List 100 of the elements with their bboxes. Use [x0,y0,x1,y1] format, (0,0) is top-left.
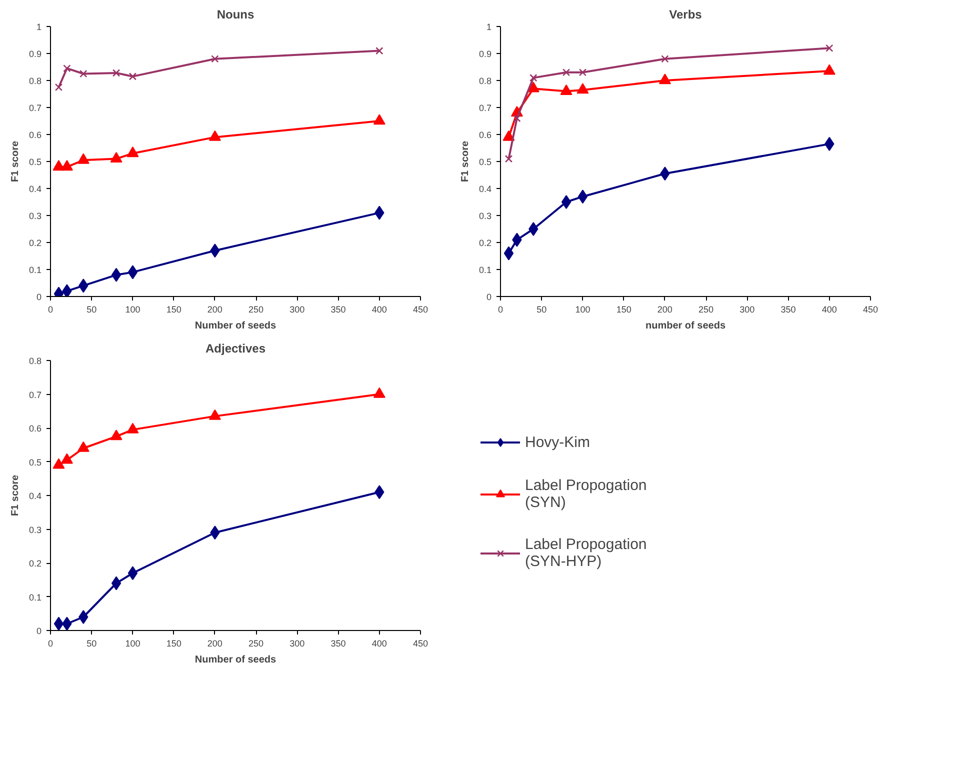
point [513,114,521,122]
y-tick-label: 0.4 [478,184,492,194]
point [504,154,513,163]
point [826,44,834,52]
x-tick-label: 250 [248,304,264,314]
x-tick-label: 0 [48,638,54,648]
point [560,84,572,95]
point [578,190,588,204]
point [62,284,72,296]
x-tick-label: 50 [86,638,97,648]
y-tick-label: 0.8 [28,76,42,86]
point [658,74,671,84]
y-tick-label: 0.2 [28,238,42,248]
point [576,83,589,94]
x-tick-label: 350 [780,304,796,314]
x-tick-label: 50 [536,304,547,314]
x-axis-title: Number of seeds [194,654,277,666]
point [60,453,73,464]
point [54,83,63,92]
point [373,387,386,398]
y-axis-title: F1 score [10,140,21,182]
point [128,265,138,280]
point [54,616,64,630]
x-tick-label: 100 [125,638,140,648]
chart-title: Adjectives [205,342,266,356]
y-tick-label: 0.4 [28,491,42,501]
point [208,409,221,420]
y-tick-label: 0.8 [478,76,492,86]
point [126,422,139,434]
y-tick-label: 0.7 [478,103,492,113]
point [128,566,138,580]
point [63,64,71,72]
point [77,153,90,164]
legend-label: Label Propogation (SYN-HYP) [525,536,647,570]
point [208,130,221,141]
point [504,246,514,260]
y-tick-label: 0.1 [28,265,42,275]
x-tick-label: 300 [290,304,305,314]
point [80,70,88,78]
point [578,68,587,76]
y-tick-label: 0.8 [28,356,42,366]
y-tick-label: 0.7 [28,390,42,400]
y-tick-label: 0.3 [478,211,492,221]
point [561,195,572,209]
y-axis-title: F1 score [460,140,471,182]
x-tick-label: 150 [166,638,182,648]
y-tick-label: 0.7 [28,103,42,113]
point [527,82,540,92]
x-tick-label: 0 [498,304,504,314]
point [528,222,538,236]
x-tick-label: 100 [125,304,140,314]
chart-title: Verbs [669,8,702,22]
x-tick-label: 450 [862,304,878,314]
point [111,268,122,282]
point [128,72,137,80]
y-tick-label: 0.1 [478,265,492,275]
y-tick-label: 0.6 [28,130,42,140]
point [562,68,570,76]
y-tick-label: 0.3 [28,211,42,221]
chart-title: Nouns [216,8,254,22]
y-tick-label: 0.6 [478,130,492,140]
x-tick-label: 0 [48,304,54,314]
point [502,130,515,141]
y-tick-label: 0.3 [28,524,42,535]
y-tick-label: 1 [36,22,42,32]
point [823,64,836,75]
point [52,458,65,469]
x-tick-label: 400 [372,304,387,314]
x-tick-label: 450 [412,304,428,314]
y-tick-label: 0 [486,292,492,302]
y-tick-label: 0.5 [28,157,42,167]
point [126,146,139,158]
x-axis-title: Number of seeds [194,320,277,332]
x-tick-label: 150 [616,304,632,314]
point [112,69,120,77]
x-tick-label: 200 [207,638,222,648]
y-tick-label: 0.5 [28,457,42,468]
x-tick-label: 200 [207,304,222,314]
point [530,74,538,82]
y-tick-label: 0.5 [478,157,492,167]
point [77,441,90,452]
x-tick-label: 400 [372,638,387,648]
x-tick-label: 300 [290,638,305,648]
point [211,55,219,63]
x-tick-label: 350 [330,638,346,648]
y-tick-label: 0.1 [28,592,42,602]
x-tick-label: 250 [698,304,714,314]
x-tick-label: 50 [86,304,97,314]
point [110,430,122,440]
point [376,46,384,55]
x-axis-title: number of seeds [645,320,726,332]
point [661,55,669,63]
point [78,610,88,624]
y-tick-label: 0.9 [478,49,492,59]
y-tick-label: 0.2 [478,238,492,248]
y-tick-label: 0.4 [28,184,42,194]
y-tick-label: 0.9 [28,49,42,59]
x-tick-label: 450 [412,638,428,648]
y-tick-label: 0 [36,626,42,636]
x-tick-label: 200 [657,304,672,314]
